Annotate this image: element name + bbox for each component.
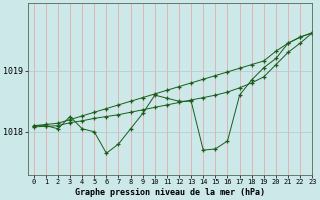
X-axis label: Graphe pression niveau de la mer (hPa): Graphe pression niveau de la mer (hPa) [75, 188, 265, 197]
